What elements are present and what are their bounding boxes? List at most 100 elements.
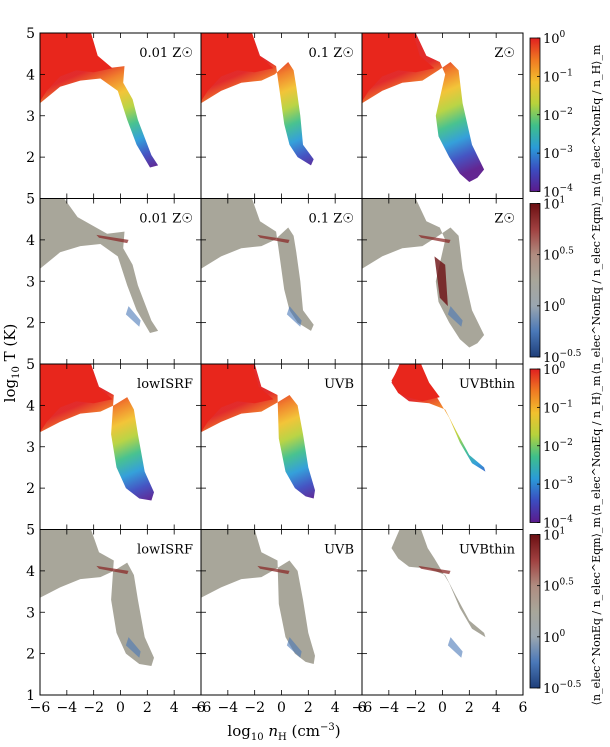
x-tick-label: −4 [218,700,239,716]
x-tick-label: 4 [331,700,340,716]
x-tick-label: 6 [197,700,206,716]
panel-label: Z☉ [494,46,515,61]
panel-label: 0.1 Z☉ [309,46,355,61]
y-tick-label: 2 [26,316,35,332]
gas-distribution [201,198,314,331]
gas-distribution [362,198,485,348]
colorbar-r3: 100 10−1 10−2 10−3 10−4 ⟨n_elec^NonEq / n_H⟩_… [529,361,603,532]
colorbar-tick-label: 10−2 [543,107,573,124]
enhanced-band [257,234,290,244]
panel-r2-c1: 0.01 Z☉ [39,198,202,365]
panel-label: 0.1 Z☉ [309,212,355,227]
x-axis-label: log10 nH (cm−3) [227,722,340,743]
axis-labels: log10 nH (cm−3) log10 T (K) [1,324,341,743]
y-tick-label: 3 [26,440,35,456]
panel-label: UVBthin [459,377,516,392]
x-tick-label: 0 [116,700,125,716]
colorbar-gradient [529,534,541,689]
colorbar-tick-label: 10−4 [543,184,573,201]
y-tick-label: 1 [26,688,35,704]
x-tick-label: 2 [143,700,152,716]
suppressed-band [447,306,463,327]
panel-r1-c3: Z☉ [361,32,524,199]
colorbar-tick-label: 101 [543,196,565,213]
x-tick-label: −6 [352,700,373,716]
gas-distribution [201,529,315,664]
gas-phase-region [40,529,154,666]
colorbar-tick-label: 10−3 [543,145,573,162]
y-tick-label: 4 [26,67,35,83]
panel-r1-c2: 0.1 Z☉ [200,32,363,199]
x-tick-label: −2 [405,700,426,716]
enhanced-band [418,234,451,244]
y-tick-label: 5 [26,26,35,42]
y-tick-label: 3 [26,274,35,290]
gas-phase-region [201,529,315,664]
colorbar-tick-label: 100 [543,361,566,378]
x-tick-label: 0 [277,700,286,716]
x-tick-label: 4 [170,700,179,716]
panel-label: UVB [324,377,354,392]
y-tick-label: 5 [26,192,35,208]
suppressed-band [447,637,463,658]
colorbar-tick-label: 10−0.5 [543,349,582,366]
panel-r3-c3: UVBthin [361,363,524,530]
hot-gas-region [40,33,113,102]
gas-distribution [391,529,486,658]
y-tick-label: 2 [26,647,35,663]
colorbar-gradient [529,203,541,358]
y-tick-label: 3 [26,605,35,621]
y-tick-label: 2 [26,150,35,166]
gas-distribution [40,364,154,501]
x-tick-label: −6 [191,700,212,716]
colorbar-tick-label: 100 [543,629,566,646]
gas-distribution [40,33,159,168]
y-axis-label: log10 T (K) [1,324,22,403]
enhanced-band [257,565,290,575]
hot-gas-region [362,33,435,102]
y-tick-label: 5 [26,523,35,539]
x-tick-label: −6 [30,700,51,716]
colorbar-tick-label: 100.5 [543,578,574,595]
enhanced-band [418,565,451,575]
panel-label: Z☉ [494,212,515,227]
panel-label: lowISRF [137,543,193,558]
panel-r1-c1: 0.01 Z☉ [39,32,202,199]
y-tick-label: 4 [26,398,35,414]
suppressed-band [286,637,302,658]
hot-gas-region [201,364,274,433]
colorbar-label: ⟨n_elec^NonEq / n_H⟩_m [590,44,603,185]
x-tick-label: −4 [57,700,78,716]
gas-distribution [201,364,315,499]
colorbar-tick-label: 101 [543,527,565,544]
x-tick-label: 6 [519,700,528,716]
enhanced-region [434,256,448,307]
panel-r4-c2: UVB [200,529,363,696]
panel-r2-c3: Z☉ [361,198,524,365]
panel-label: UVBthin [459,543,516,558]
gas-phase-region [40,198,159,333]
hot-gas-region [391,364,440,402]
gas-distribution [40,198,159,333]
panel-r4-c1: lowISRF [39,529,202,696]
enhanced-band [96,234,129,244]
x-tick-label: −2 [83,700,104,716]
panel-label: 0.01 Z☉ [139,212,193,227]
panel-r2-c2: 0.1 Z☉ [200,198,363,365]
colorbar-label: ⟨n_elec^NonEq / n_elec^Eqm⟩_m [590,517,603,706]
colorbar-tick-label: 10−0.5 [543,680,582,697]
x-tick-label: −4 [379,700,400,716]
y-tick-label: 4 [26,564,35,580]
y-tick-label: 2 [26,481,35,497]
y-tick-label: 4 [26,233,35,249]
colorbar-r4: 101 100.5 100 10−0.5 ⟨n_elec^NonEq / n_elec^… [529,517,603,706]
suppressed-band [286,306,302,327]
colorbar-tick-label: 100 [543,298,566,315]
colorbar-tick-label: 100.5 [543,247,574,264]
gas-phase-region [201,198,314,331]
panel-r3-c2: UVB [200,363,363,530]
colorbar-tick-label: 10−2 [543,438,573,455]
panel-grid: 0.01 Z☉ 0.1 Z☉ Z☉ 2 3 4 5 0.01 Z☉ 0.1 Z☉ Z☉ 2 3 4 5 lo… [26,26,527,716]
